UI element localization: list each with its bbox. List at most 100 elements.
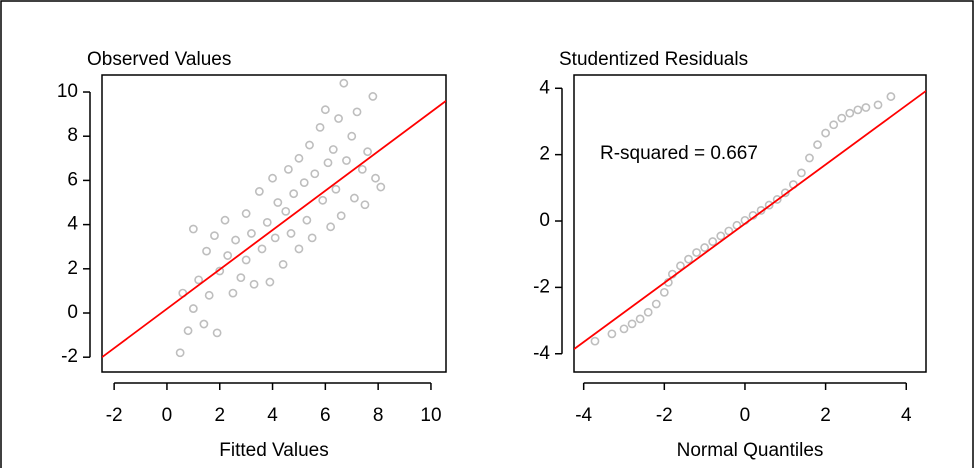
- x-tick-label: 2: [214, 405, 225, 426]
- point: [286, 229, 296, 238]
- point: [175, 348, 185, 358]
- point: [861, 103, 871, 112]
- y-tick-label: 8: [67, 125, 78, 146]
- y-tick-label: 4: [67, 214, 78, 235]
- point: [323, 158, 333, 168]
- point: [310, 169, 320, 179]
- point: [360, 200, 370, 210]
- point: [241, 255, 251, 265]
- point: [756, 205, 766, 215]
- point: [590, 336, 600, 346]
- y-tick-label: 6: [67, 169, 78, 190]
- point: [607, 329, 617, 339]
- point: [716, 231, 726, 241]
- point: [247, 229, 256, 238]
- point: [837, 113, 847, 123]
- x-tick-label: 8: [373, 405, 384, 426]
- y-tick-label: 0: [67, 302, 78, 323]
- point: [368, 92, 378, 101]
- point: [692, 248, 701, 257]
- x-tick-label: -2: [106, 405, 123, 426]
- point: [376, 182, 386, 192]
- point: [708, 237, 718, 246]
- x-tick-label: 6: [320, 405, 331, 426]
- fit-line: [102, 100, 446, 358]
- point: [684, 254, 693, 264]
- point: [342, 156, 351, 165]
- point: [853, 105, 863, 115]
- fit-line: [574, 90, 926, 350]
- point: [265, 277, 275, 287]
- point: [339, 78, 349, 88]
- point: [194, 275, 204, 285]
- point: [357, 164, 367, 174]
- x-tick-label: 4: [901, 405, 912, 426]
- point: [281, 206, 291, 216]
- point: [829, 120, 839, 130]
- point: [326, 222, 336, 232]
- point: [283, 164, 293, 174]
- point: [371, 173, 380, 183]
- point: [307, 233, 317, 243]
- point: [215, 266, 225, 276]
- point: [223, 251, 233, 260]
- point: [270, 233, 280, 243]
- point: [700, 243, 710, 252]
- point: [254, 187, 264, 196]
- plot-box: [573, 74, 927, 373]
- x-tick-label: 2: [820, 405, 831, 426]
- point: [873, 100, 883, 110]
- point: [764, 200, 774, 210]
- point: [336, 211, 346, 221]
- y-tick-label: 0: [539, 210, 550, 231]
- point: [643, 307, 653, 317]
- point: [231, 235, 240, 245]
- point: [199, 319, 209, 329]
- x-tick-label: 4: [267, 405, 278, 426]
- point: [249, 279, 259, 289]
- point: [320, 105, 330, 115]
- point: [273, 198, 283, 207]
- point: [302, 215, 312, 225]
- y-tick-label: 4: [539, 77, 550, 98]
- point: [328, 145, 338, 154]
- x-tick-label: -4: [575, 405, 592, 426]
- point: [294, 244, 304, 254]
- point: [210, 231, 219, 241]
- point: [257, 244, 267, 254]
- point: [212, 328, 222, 338]
- point: [315, 122, 325, 132]
- point: [299, 178, 309, 188]
- point: [188, 304, 198, 313]
- x-tick-label: 10: [420, 405, 441, 426]
- x-tick-label: 0: [740, 405, 751, 426]
- point: [262, 217, 272, 227]
- point: [241, 209, 251, 218]
- point: [349, 193, 359, 203]
- point: [676, 261, 685, 271]
- y-tick-label: 10: [57, 81, 78, 102]
- point: [289, 189, 299, 199]
- point: [619, 324, 629, 334]
- panel-title: Observed Values: [87, 49, 231, 70]
- point: [651, 299, 661, 309]
- y-tick-label: -2: [61, 346, 78, 367]
- point: [220, 215, 230, 225]
- point: [334, 114, 343, 123]
- point: [278, 259, 288, 269]
- point: [305, 140, 314, 150]
- y-tick-label: -4: [533, 343, 550, 364]
- x-axis-label: Normal Quantiles: [677, 440, 824, 461]
- y-tick-label: -2: [533, 276, 550, 297]
- point: [659, 287, 669, 297]
- point: [845, 108, 855, 118]
- point: [268, 173, 277, 183]
- point: [294, 153, 304, 163]
- point: [627, 319, 637, 329]
- panel-title: Studentized Residuals: [559, 49, 748, 70]
- point: [352, 107, 362, 117]
- point: [363, 147, 372, 157]
- point: [228, 288, 238, 298]
